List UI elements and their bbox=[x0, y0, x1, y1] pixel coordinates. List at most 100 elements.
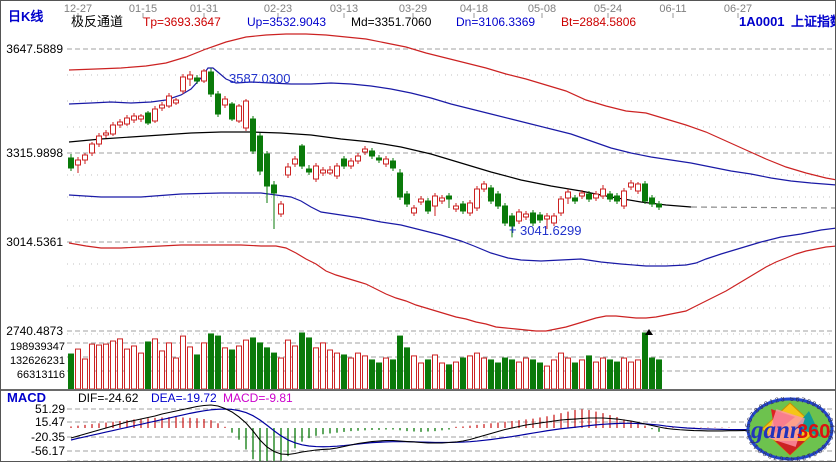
kline-type-label[interactable]: 日K线 bbox=[8, 9, 44, 24]
candle-body bbox=[257, 135, 263, 172]
volume-bar bbox=[208, 333, 214, 390]
volume-bar bbox=[131, 345, 137, 390]
candle-body bbox=[327, 169, 333, 174]
lowest-low-annotation: 3041.6299 bbox=[520, 223, 582, 238]
candle-body bbox=[117, 121, 123, 126]
symbol-code[interactable]: 1A0001 bbox=[739, 14, 785, 29]
volume-bar bbox=[187, 346, 193, 390]
logo-text-360: 360 bbox=[797, 421, 830, 443]
candle-body bbox=[586, 193, 592, 200]
candle-body bbox=[397, 172, 403, 198]
volume-axis-label: 198939347 bbox=[9, 341, 65, 353]
volume-bar bbox=[222, 347, 228, 390]
candle-body bbox=[411, 207, 417, 214]
candle-body bbox=[509, 215, 515, 227]
volume-bar bbox=[369, 359, 375, 390]
macd-axis-label: 51.29 bbox=[34, 402, 65, 416]
candle-body bbox=[649, 197, 655, 205]
date-tick-label: 04-18 bbox=[459, 3, 489, 15]
volume-bar bbox=[523, 357, 529, 390]
logo-pink-square bbox=[767, 409, 805, 447]
macd-panel-title[interactable]: MACD bbox=[7, 390, 46, 405]
volume-bar bbox=[278, 357, 284, 390]
candle-body bbox=[614, 195, 620, 202]
volume-bar bbox=[82, 358, 88, 390]
candle-body bbox=[313, 165, 319, 180]
volume-bar bbox=[509, 359, 515, 390]
date-tick-label: 05-24 bbox=[593, 3, 623, 15]
volume-bar bbox=[334, 352, 340, 390]
volume-bar bbox=[292, 345, 298, 390]
candle-body bbox=[341, 158, 347, 167]
macd-indicator-panel[interactable] bbox=[59, 404, 836, 462]
volume-bar bbox=[453, 361, 459, 390]
candle-body bbox=[621, 190, 627, 207]
volume-bar bbox=[432, 354, 438, 390]
macd-axis-label: -56.17 bbox=[30, 444, 65, 458]
candle-body bbox=[292, 158, 298, 165]
volume-bar bbox=[460, 357, 466, 390]
volume-bar bbox=[544, 365, 550, 390]
volume-bar bbox=[89, 343, 95, 390]
candle-body bbox=[215, 93, 221, 115]
volume-bar bbox=[467, 355, 473, 390]
volume-bar bbox=[271, 352, 277, 390]
volume-bar bbox=[565, 357, 571, 390]
volume-bar bbox=[593, 361, 599, 390]
price-panel[interactable] bbox=[67, 33, 836, 332]
volume-bar bbox=[530, 359, 536, 390]
gann360-logo: gann 360 5678901234567890123456789012345… bbox=[745, 396, 835, 461]
volume-bar bbox=[411, 355, 417, 390]
symbol-name[interactable]: 上证指数 bbox=[791, 14, 835, 29]
candle-body bbox=[194, 77, 200, 82]
volume-bar bbox=[180, 335, 186, 390]
bt-value-label: Bt=2884.5806 bbox=[561, 15, 637, 29]
volume-bar bbox=[474, 352, 480, 390]
candle-body bbox=[278, 203, 284, 215]
logo-triangle-red-bottom bbox=[775, 441, 805, 455]
volume-bar bbox=[355, 352, 361, 390]
md-projection-line bbox=[690, 206, 835, 209]
candle-body bbox=[390, 160, 396, 169]
lowest-low-marker: + bbox=[509, 222, 517, 237]
volume-bar bbox=[250, 337, 256, 390]
tp-value-label: Tp=3693.3647 bbox=[143, 15, 221, 29]
candle-body bbox=[642, 183, 648, 202]
volume-bar bbox=[439, 362, 445, 390]
volume-bar bbox=[425, 359, 431, 390]
volume-bar bbox=[166, 342, 172, 390]
volume-panel[interactable] bbox=[67, 332, 836, 390]
highest-high-annotation: 3587.0300 bbox=[229, 71, 291, 86]
date-tick-label: 05-08 bbox=[527, 3, 557, 15]
candle-body bbox=[523, 213, 529, 218]
volume-bar bbox=[243, 339, 249, 390]
candle-body bbox=[551, 215, 557, 224]
logo-text-gann: gann bbox=[750, 417, 804, 444]
volume-bar bbox=[173, 357, 179, 390]
volume-bar bbox=[152, 338, 158, 390]
macd-value-label: MACD=-9.81 bbox=[223, 391, 293, 405]
date-tick-label: 02-23 bbox=[263, 3, 293, 15]
volume-bar bbox=[649, 357, 655, 390]
volume-bar bbox=[215, 335, 221, 390]
volume-bar bbox=[306, 337, 312, 390]
volume-bar bbox=[194, 354, 200, 390]
candle-body bbox=[355, 155, 361, 162]
volume-bar bbox=[383, 357, 389, 390]
candle-body bbox=[173, 99, 179, 104]
candle-body bbox=[607, 193, 613, 200]
indicator-name-label[interactable]: 极反通道 bbox=[71, 14, 124, 29]
candle-body bbox=[103, 132, 109, 136]
triangle-marker bbox=[645, 329, 653, 335]
volume-bar bbox=[551, 359, 557, 390]
volume-bar bbox=[628, 361, 634, 390]
candle-body bbox=[124, 117, 130, 125]
volume-bar bbox=[579, 359, 585, 390]
volume-bar bbox=[390, 359, 396, 390]
macd-axis-label: -20.35 bbox=[30, 430, 65, 444]
up-value-label: Up=3532.9043 bbox=[247, 15, 327, 29]
candle-body bbox=[502, 205, 508, 224]
candle-body bbox=[271, 184, 277, 194]
candle-body bbox=[425, 200, 431, 212]
